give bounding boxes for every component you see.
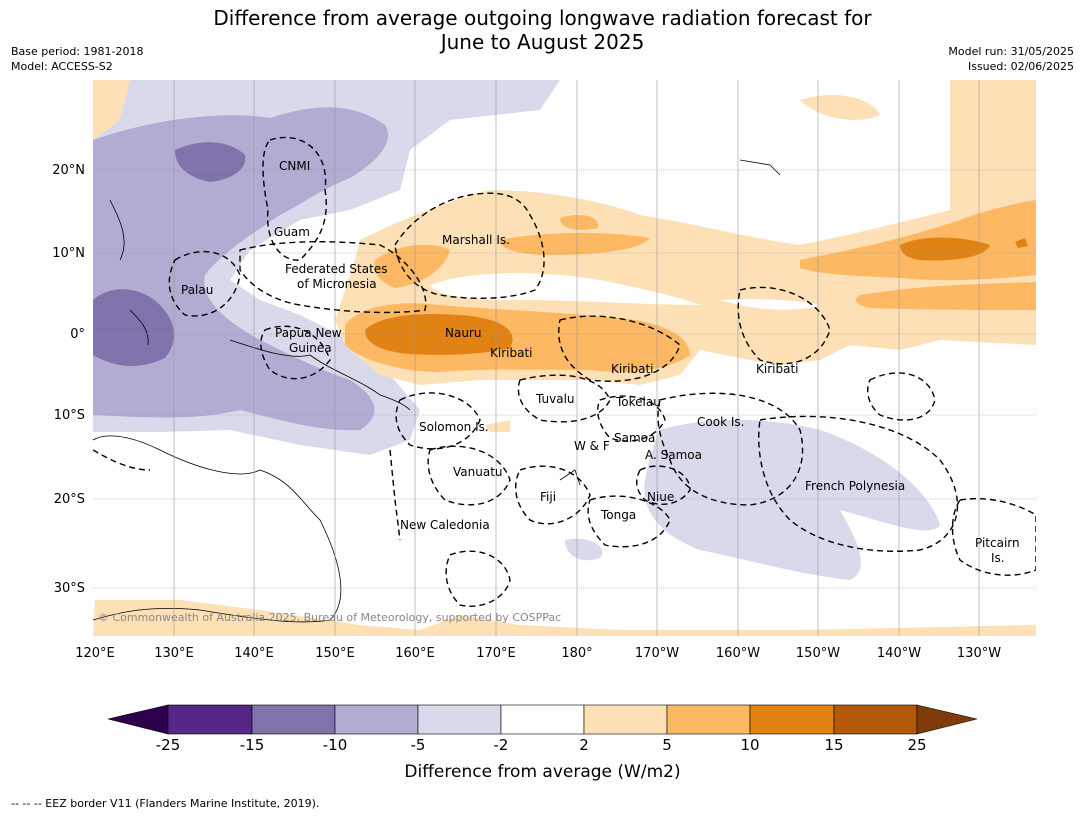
y-tick: 30°S	[54, 581, 85, 596]
label-kiribati-central: Kiribati	[611, 362, 653, 376]
x-tick: 150°W	[796, 646, 840, 661]
base-period: Base period: 1981-2018	[11, 45, 144, 58]
colorbar-segment	[583, 704, 668, 735]
label-new-caledonia: New Caledonia	[400, 518, 490, 532]
x-axis-labels: 120°E 130°E 140°E 150°E 160°E 170°E 180°…	[75, 646, 1001, 661]
label-pitcairn-line1: Pitcairn	[975, 536, 1020, 550]
anomaly-light-orange	[93, 80, 1036, 636]
meta-left: Base period: 1981-2018 Model: ACCESS-S2	[11, 44, 143, 74]
map-title: Difference from average outgoing longwav…	[0, 6, 1085, 54]
label-tokelau: Tokelau	[615, 395, 661, 409]
label-kiribati-west: Kiribati	[490, 346, 532, 360]
colorbar-label: -2	[493, 736, 509, 754]
colorbar-label: 5	[662, 736, 672, 754]
y-tick: 0°	[70, 327, 85, 342]
model-name: Model: ACCESS-S2	[11, 60, 113, 73]
label-samoa: Samoa	[614, 431, 655, 445]
x-tick: 160°W	[716, 646, 760, 661]
x-tick: 140°E	[234, 646, 274, 661]
y-tick: 20°S	[54, 492, 85, 507]
place-labels: CNMI Guam Marshall Is. Federated States …	[181, 159, 1020, 565]
label-kiribati-east: Kiribati	[756, 362, 798, 376]
y-tick: 10°N	[52, 246, 85, 261]
colorbar-segment	[500, 704, 585, 735]
colorbar-label: 2	[579, 736, 589, 754]
colorbar-segment	[334, 704, 419, 735]
map-plot-area: © Commonwealth of Australia 2025, Bureau…	[93, 80, 1036, 636]
colorbar-label: 25	[907, 736, 927, 754]
label-cnmi: CNMI	[279, 159, 310, 173]
anomaly-dark-orange	[365, 237, 1028, 355]
title-line-2: June to August 2025	[440, 30, 645, 54]
label-nauru: Nauru	[445, 326, 481, 340]
label-marshall-islands: Marshall Is.	[442, 233, 510, 247]
colorbar-label: 10	[740, 736, 760, 754]
x-tick: 130°E	[154, 646, 194, 661]
eez-footnote: -- -- -- EEZ border V11 (Flanders Marine…	[11, 797, 320, 810]
label-french-polynesia: French Polynesia	[805, 479, 905, 493]
label-png-line2: Guinea	[289, 341, 332, 355]
colorbar-title: Difference from average (W/m2)	[404, 762, 681, 782]
colorbar	[107, 704, 978, 735]
label-cook-islands: Cook Is.	[697, 415, 744, 429]
eez-borders	[93, 136, 1036, 607]
colorbar-segment	[666, 704, 751, 735]
x-tick: 130°W	[957, 646, 1001, 661]
label-fsm-line1: Federated States	[285, 262, 387, 276]
x-tick: 160°E	[395, 646, 435, 661]
colorbar-right-extension	[916, 704, 978, 735]
anomaly-neutral-band	[430, 273, 820, 310]
label-palau: Palau	[181, 283, 213, 297]
label-pitcairn-line2: Is.	[991, 551, 1005, 565]
x-tick: 170°W	[635, 646, 679, 661]
colorbar-left-extension	[107, 704, 169, 735]
label-american-samoa: A. Samoa	[645, 448, 702, 462]
graticule	[93, 80, 1036, 636]
model-run: Model run: 31/05/2025	[948, 45, 1074, 58]
y-axis-labels: 20°N 10°N 0° 10°S 20°S 30°S	[52, 163, 85, 596]
label-wallis-futuna: W & F	[574, 439, 610, 453]
copyright-notice: © Commonwealth of Australia 2025, Bureau…	[98, 611, 561, 624]
y-tick: 10°S	[54, 408, 85, 423]
colorbar-segment	[833, 704, 918, 735]
label-tonga: Tonga	[600, 508, 636, 522]
coastlines	[93, 159, 781, 623]
x-tick: 170°E	[476, 646, 516, 661]
colorbar-label: -5	[410, 736, 426, 754]
colorbar-segment	[417, 704, 502, 735]
colorbar-label: -10	[322, 736, 348, 754]
label-fsm-line2: of Micronesia	[297, 277, 377, 291]
label-tuvalu: Tuvalu	[535, 392, 575, 406]
colorbar-label: 15	[824, 736, 844, 754]
label-guam: Guam	[274, 225, 310, 239]
x-tick: 120°E	[75, 646, 115, 661]
meta-right: Model run: 31/05/2025 Issued: 02/06/2025	[948, 44, 1074, 74]
y-tick: 20°N	[52, 163, 85, 178]
title-line-1: Difference from average outgoing longwav…	[213, 6, 872, 30]
issued-date: Issued: 02/06/2025	[967, 60, 1074, 73]
label-vanuatu: Vanuatu	[453, 465, 503, 479]
colorbar-label: -25	[155, 736, 181, 754]
label-niue: Niue	[647, 490, 674, 504]
colorbar-segment	[167, 704, 253, 735]
x-tick: 180°	[561, 646, 592, 661]
label-fiji: Fiji	[540, 490, 556, 504]
colorbar-segment	[251, 704, 336, 735]
x-tick: 140°W	[877, 646, 921, 661]
anomaly-dark-purple	[93, 142, 246, 366]
colorbar-segment	[749, 704, 835, 735]
x-tick: 150°E	[315, 646, 355, 661]
colorbar-label: -15	[239, 736, 265, 754]
label-png-line1: Papua New	[275, 326, 342, 340]
label-solomon-islands: Solomon Is.	[419, 420, 489, 434]
